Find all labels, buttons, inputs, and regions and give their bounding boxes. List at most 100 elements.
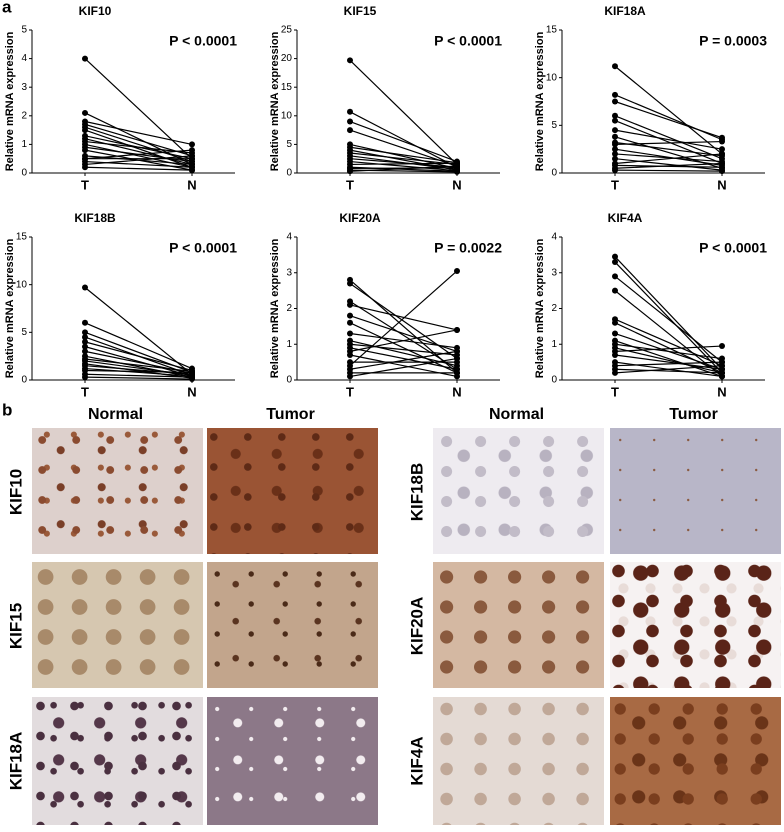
data-point [719, 150, 725, 157]
pair-line [614, 153, 723, 163]
row-label: KIF15 [6, 603, 25, 649]
ihc-image-texture [610, 562, 781, 688]
y-tick-label: 1 [286, 339, 292, 350]
data-point [612, 287, 618, 294]
pair-line [614, 65, 723, 155]
chart-title: KIF10 [79, 4, 112, 18]
y-tick-label: 1 [551, 339, 557, 350]
pair-line [84, 166, 193, 171]
y-axis-label: Relative mRNA expression [4, 238, 16, 378]
data-point [719, 138, 725, 145]
pair-line [349, 143, 458, 170]
pair-line [614, 115, 723, 160]
row-label: KIF20A [407, 597, 426, 656]
data-point [82, 374, 88, 381]
pair-line [614, 129, 723, 150]
y-tick-label: 0 [551, 168, 557, 179]
ihc-image [433, 562, 604, 688]
x-tick-label: T [81, 177, 89, 192]
ihc-image [32, 428, 203, 554]
data-point [347, 108, 353, 115]
data-point [612, 351, 618, 358]
pair-line [349, 59, 458, 165]
y-tick-label: 1 [21, 139, 27, 150]
row-label: KIF18A [6, 732, 25, 791]
x-tick-label: T [346, 177, 354, 192]
data-point [189, 376, 195, 383]
y-tick-label: 0 [286, 375, 292, 386]
ihc-image-texture [32, 428, 203, 554]
data-point [612, 155, 618, 162]
ihc-image-texture [32, 562, 203, 688]
pair-line [84, 373, 193, 378]
pair-line [614, 347, 723, 374]
data-point [612, 127, 618, 134]
data-point [347, 168, 353, 175]
data-point [612, 330, 618, 337]
data-point [82, 338, 88, 345]
data-point [82, 127, 88, 134]
data-point [82, 155, 88, 162]
data-point [612, 133, 618, 140]
pair-line [84, 341, 193, 372]
pair-line [349, 350, 458, 370]
y-tick-label: 10 [546, 72, 558, 83]
y-tick-label: 0 [551, 375, 557, 386]
x-tick-label: N [452, 177, 461, 192]
pair-line [614, 162, 723, 169]
pair-line [84, 155, 193, 166]
y-tick-label: 3 [286, 267, 292, 278]
pair-line [349, 270, 458, 367]
pair-line [349, 158, 458, 168]
ihc-image [610, 697, 781, 825]
pair-line [84, 346, 193, 377]
x-tick-label: N [717, 177, 726, 192]
y-tick-label: 5 [286, 139, 292, 150]
pair-line [84, 129, 193, 168]
x-tick-label: T [611, 384, 619, 399]
data-point [82, 329, 88, 336]
y-tick-label: 3 [21, 82, 27, 93]
data-point [82, 147, 88, 154]
y-tick-label: 10 [16, 279, 28, 290]
x-tick-label: N [187, 384, 196, 399]
pair-line [84, 376, 193, 380]
pair-line [84, 365, 193, 375]
data-point [189, 167, 195, 174]
x-tick-label: N [717, 384, 726, 399]
pair-line [614, 318, 723, 367]
chart-title: KIF18B [74, 211, 116, 225]
x-tick-label: T [346, 384, 354, 399]
p-value: P < 0.0001 [699, 240, 767, 256]
data-point [612, 259, 618, 266]
pair-line [84, 367, 193, 377]
data-point [347, 118, 353, 125]
y-axis-label: Relative mRNA expression [4, 31, 16, 171]
pair-line [614, 368, 723, 374]
panel-label: b [2, 400, 12, 419]
ihc-image-texture [610, 697, 781, 825]
y-axis-label: Relative mRNA expression [269, 31, 281, 171]
data-point [347, 319, 353, 326]
chart-title: KIF4A [608, 211, 643, 225]
pair-line [349, 300, 458, 370]
p-value: P < 0.0001 [169, 240, 237, 256]
pair-line [349, 162, 458, 166]
y-tick-label: 0 [21, 168, 27, 179]
ihc-image-texture [32, 697, 203, 825]
ihc-image [433, 697, 604, 825]
pair-line [84, 322, 193, 370]
row-label: KIF18B [407, 463, 426, 522]
data-point [347, 127, 353, 134]
data-point [347, 301, 353, 308]
pair-line [84, 120, 193, 145]
p-value: P < 0.0001 [169, 33, 237, 49]
data-point [719, 362, 725, 369]
y-tick-label: 0 [286, 168, 292, 179]
panel-label: a [2, 0, 12, 16]
ihc-image-texture [610, 428, 781, 554]
data-point [719, 168, 725, 175]
pair-line [614, 365, 723, 374]
p-value: P = 0.0022 [434, 240, 502, 256]
